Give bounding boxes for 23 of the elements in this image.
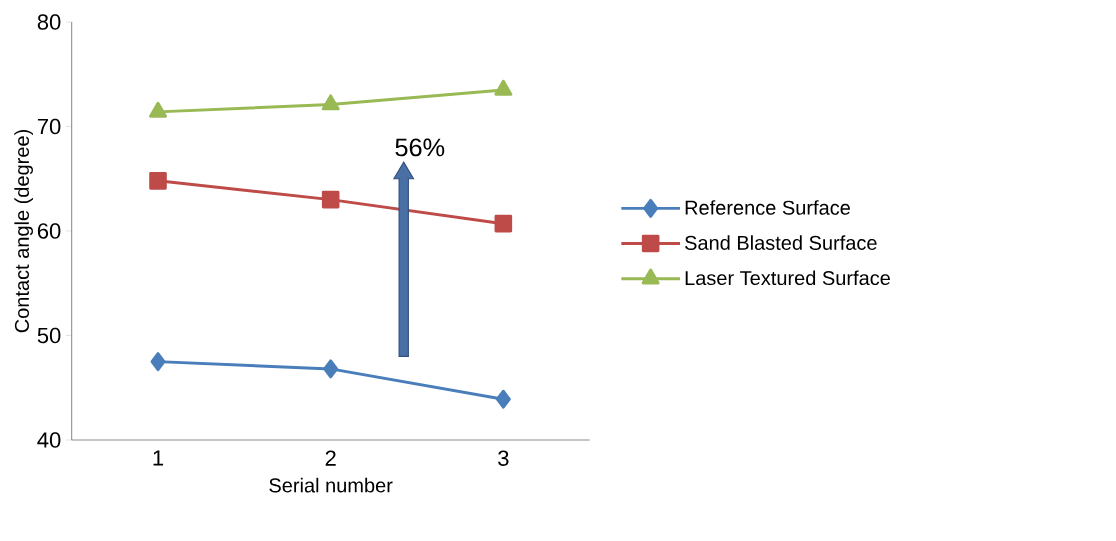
x-axis-title: Serial number <box>269 477 393 493</box>
point <box>149 172 167 190</box>
point <box>323 359 339 379</box>
legend-label: Reference Surface <box>685 200 850 215</box>
y-tick-label: 40 <box>37 432 61 448</box>
y-tick-label: 50 <box>37 327 61 344</box>
annotation: 56% <box>395 138 445 157</box>
y-axis-title: Contact angle (degree) <box>14 130 33 333</box>
point <box>494 214 513 233</box>
x-tick-label: 2 <box>325 450 336 466</box>
y-tick-label: 70 <box>37 118 61 135</box>
x-tick-label: 3 <box>498 450 509 466</box>
point <box>149 101 167 118</box>
y-tick-label: 60 <box>37 223 61 239</box>
point <box>150 352 166 372</box>
point <box>321 190 340 209</box>
legend-label: Sand Blasted Surface <box>685 235 877 250</box>
point <box>495 389 511 409</box>
y-tick-label: 80 <box>37 14 61 30</box>
point <box>494 79 513 96</box>
legend-label: Laser Textured Surface <box>685 270 890 286</box>
x-tick-label: 1 <box>153 450 164 466</box>
point <box>321 94 340 111</box>
